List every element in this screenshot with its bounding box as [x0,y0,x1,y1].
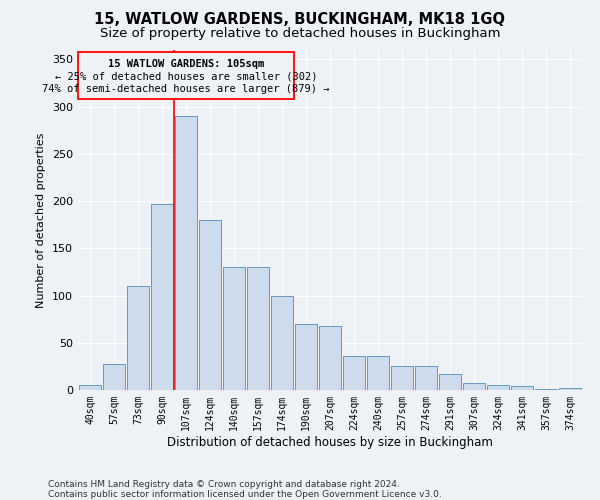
Bar [439,374,461,390]
Bar [127,286,149,390]
Bar [367,356,389,390]
Bar [175,116,197,390]
Bar [463,384,485,390]
Bar [511,386,533,390]
X-axis label: Distribution of detached houses by size in Buckingham: Distribution of detached houses by size … [167,436,493,448]
Bar [391,366,413,390]
Bar [247,267,269,390]
Bar [319,326,341,390]
Text: Contains HM Land Registry data © Crown copyright and database right 2024.: Contains HM Land Registry data © Crown c… [48,480,400,489]
Bar [415,366,437,390]
Bar [487,386,509,390]
Text: Contains public sector information licensed under the Open Government Licence v3: Contains public sector information licen… [48,490,442,499]
Bar [343,356,365,390]
Text: 74% of semi-detached houses are larger (879) →: 74% of semi-detached houses are larger (… [43,84,330,94]
Text: 15 WATLOW GARDENS: 105sqm: 15 WATLOW GARDENS: 105sqm [108,60,265,70]
Bar [223,267,245,390]
Bar [199,220,221,390]
Bar [271,296,293,390]
Bar [535,389,557,390]
Bar [151,204,173,390]
Bar [559,388,581,390]
Bar [103,364,125,390]
Text: Size of property relative to detached houses in Buckingham: Size of property relative to detached ho… [100,28,500,40]
Bar [79,386,101,390]
Text: ← 25% of detached houses are smaller (302): ← 25% of detached houses are smaller (30… [55,72,317,82]
Bar [295,324,317,390]
FancyBboxPatch shape [79,52,294,99]
Text: 15, WATLOW GARDENS, BUCKINGHAM, MK18 1GQ: 15, WATLOW GARDENS, BUCKINGHAM, MK18 1GQ [95,12,505,28]
Y-axis label: Number of detached properties: Number of detached properties [37,132,46,308]
